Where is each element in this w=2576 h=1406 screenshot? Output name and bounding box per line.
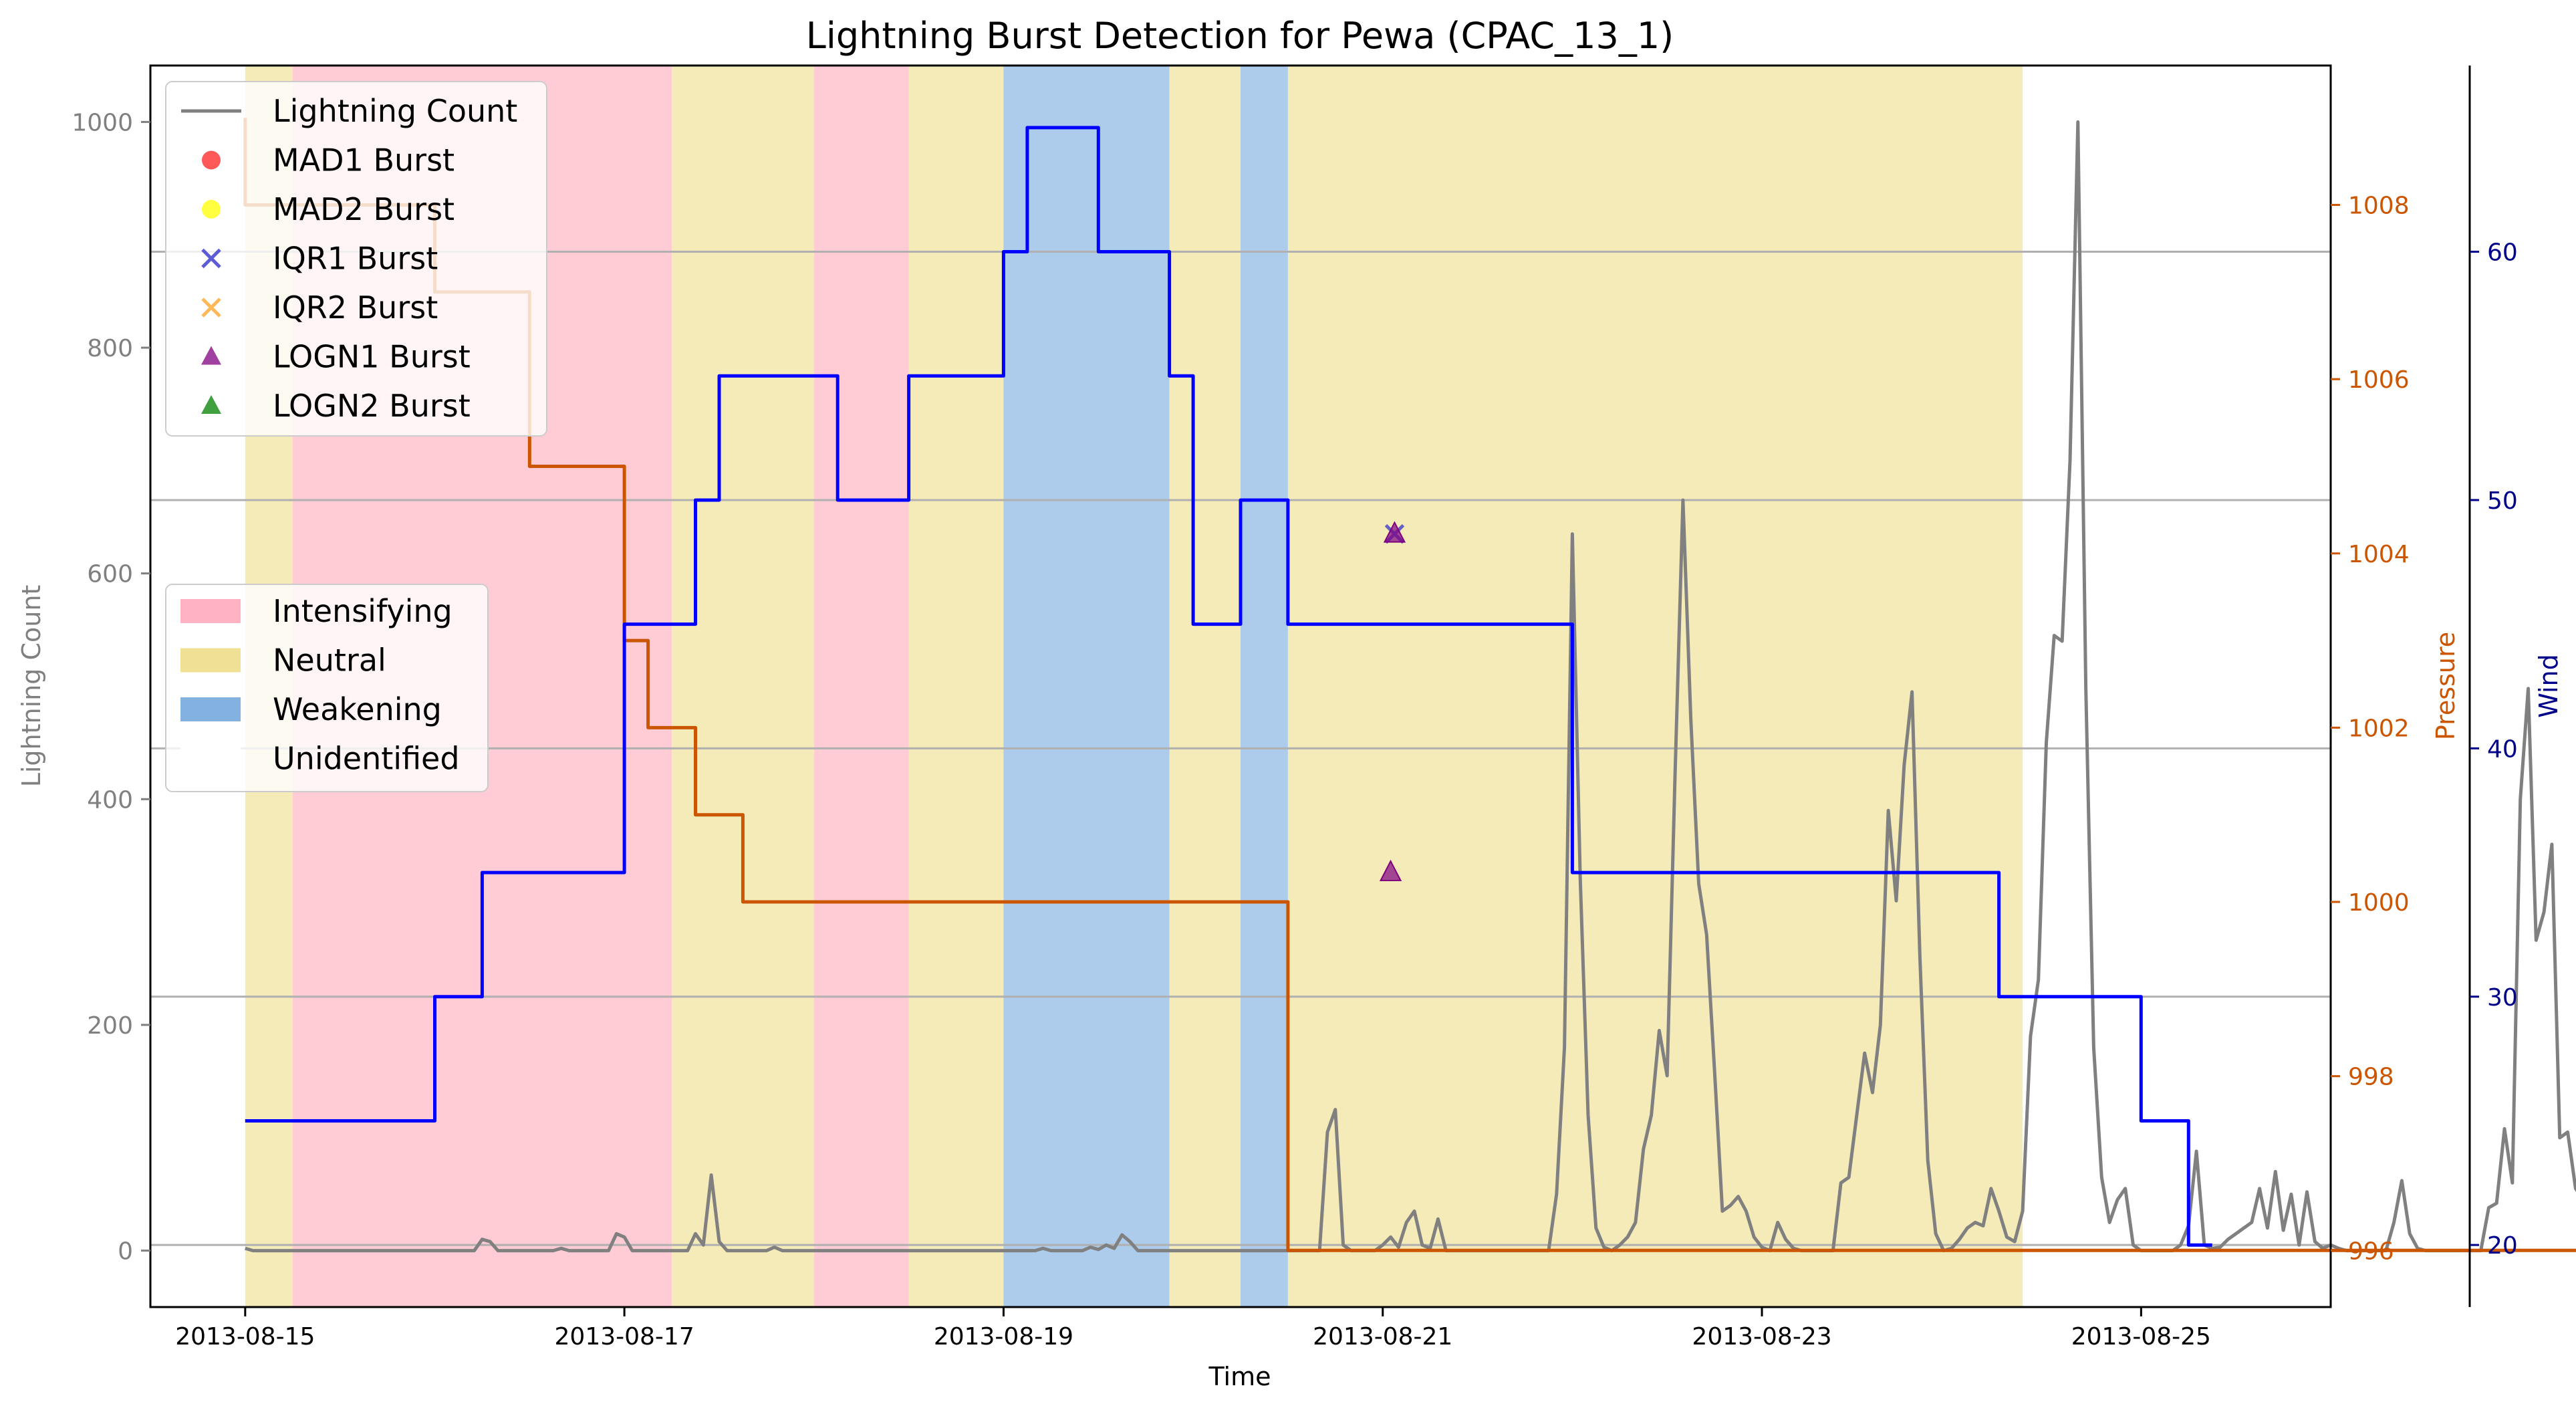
x-tick-label: 2013-08-21 <box>1313 1323 1452 1351</box>
legend-label: IQR2 Burst <box>273 289 438 326</box>
phase-legend-swatch <box>180 599 241 623</box>
burst-marker-logn1 <box>1383 521 1406 543</box>
phase-band-neutral <box>1169 66 1241 1307</box>
pressure-tick-label: 1008 <box>2348 193 2410 220</box>
burst-markers <box>1379 521 1406 882</box>
phase-band-weakening <box>1003 66 1170 1307</box>
wind-tick-label: 60 <box>2487 239 2518 267</box>
phase-legend-box <box>165 584 489 792</box>
pressure-tick-label: 1002 <box>2348 715 2410 742</box>
phase-legend-label: Unidentified <box>273 741 460 777</box>
plot-frame <box>149 64 2332 1308</box>
phase-legend-label: Intensifying <box>273 593 453 629</box>
wind-axis-label: Wind <box>2534 654 2563 718</box>
lightning-tick-label: 0 <box>118 1238 133 1266</box>
legend-label: IQR1 Burst <box>273 241 438 277</box>
legend-label: MAD1 Burst <box>273 142 455 179</box>
x-tick-label: 2013-08-17 <box>555 1323 694 1351</box>
pressure-tick-label: 998 <box>2348 1064 2394 1091</box>
legend-circle-swatch <box>202 150 221 170</box>
legend-x-swatch <box>201 248 221 269</box>
phase-legend-label: Weakening <box>273 691 442 727</box>
lightning-axis-label: Lightning Count <box>17 585 46 788</box>
pressure-tick-label: 1004 <box>2348 541 2410 568</box>
lightning-tick-label: 400 <box>87 786 133 814</box>
x-tick-label: 2013-08-15 <box>175 1323 315 1351</box>
legend-label: Lightning Count <box>273 93 517 129</box>
legend-triangle-swatch <box>201 346 221 365</box>
legend-phases: Intensifying Neutral Weakening Unidentified <box>165 584 489 792</box>
x-tick-label: 2013-08-25 <box>2071 1323 2211 1351</box>
wind-tick-label: 20 <box>2487 1232 2518 1260</box>
burst-marker-logn1 <box>1379 859 1402 882</box>
phase-band-weakening <box>1241 66 1288 1307</box>
x-axis-label: Time <box>1208 1362 1271 1391</box>
pressure-tick-label: 1006 <box>2348 366 2410 394</box>
legend-markers: Lightning Count MAD1 Burst MAD2 Burst IQR1 … <box>165 81 547 437</box>
series-wind <box>245 126 2212 1247</box>
lightning-tick-label: 1000 <box>72 109 133 136</box>
wind-tick-label: 50 <box>2487 487 2518 515</box>
phase-legend-label: Neutral <box>273 642 386 679</box>
pressure-tick-label: 996 <box>2348 1238 2394 1265</box>
legend-label: MAD2 Burst <box>273 191 455 227</box>
legend-x-swatch <box>201 298 221 318</box>
legend-label: LOGN2 Burst <box>273 388 471 424</box>
lightning-tick-label: 800 <box>87 335 133 362</box>
pressure-axis-label: Pressure <box>2431 632 2460 740</box>
x-tick-label: 2013-08-19 <box>934 1323 1073 1351</box>
phase-legend-swatch <box>180 746 241 771</box>
phase-legend-swatch <box>180 697 241 721</box>
lightning-tick-label: 600 <box>87 561 133 588</box>
phase-band-neutral <box>672 66 814 1307</box>
legend-label: LOGN1 Burst <box>273 339 471 375</box>
legend-box <box>165 81 547 437</box>
phase-band-neutral <box>908 66 1004 1307</box>
phase-legend-swatch <box>180 648 241 673</box>
phase-band-intensifying <box>813 66 909 1307</box>
phase-band-neutral <box>1287 66 2023 1307</box>
legend-circle-swatch <box>202 200 221 219</box>
x-tick-label: 2013-08-23 <box>1692 1323 1831 1351</box>
axes: 2013-08-15 2013-08-17 2013-08-19 2013-08-21… <box>72 109 2517 1351</box>
lightning-tick-label: 200 <box>87 1012 133 1040</box>
wind-tick-label: 40 <box>2487 735 2518 763</box>
legend-triangle-swatch <box>201 395 221 414</box>
chart-title: Lightning Burst Detection for Pewa (CPAC… <box>806 15 1674 57</box>
pressure-tick-label: 1000 <box>2348 889 2410 917</box>
wind-tick-label: 30 <box>2487 984 2518 1012</box>
